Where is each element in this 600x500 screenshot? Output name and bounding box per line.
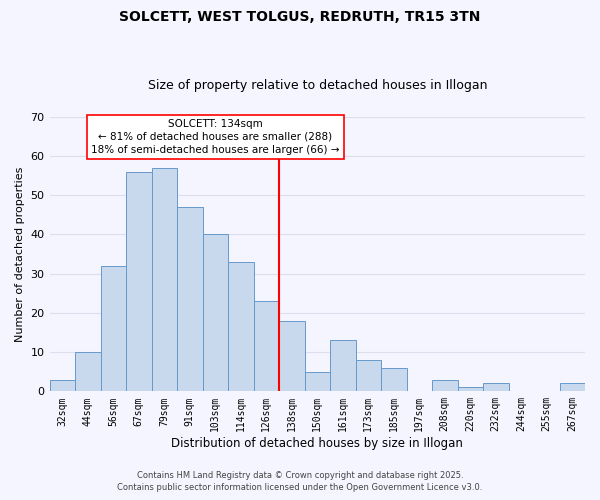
Bar — [75, 352, 101, 392]
Title: Size of property relative to detached houses in Illogan: Size of property relative to detached ho… — [148, 79, 487, 92]
Y-axis label: Number of detached properties: Number of detached properties — [15, 166, 25, 342]
Bar — [330, 340, 356, 392]
Bar — [50, 380, 75, 392]
Bar — [483, 384, 509, 392]
Bar — [279, 320, 305, 392]
X-axis label: Distribution of detached houses by size in Illogan: Distribution of detached houses by size … — [172, 437, 463, 450]
Text: SOLCETT: 134sqm
← 81% of detached houses are smaller (288)
18% of semi-detached : SOLCETT: 134sqm ← 81% of detached houses… — [91, 118, 340, 155]
Text: SOLCETT, WEST TOLGUS, REDRUTH, TR15 3TN: SOLCETT, WEST TOLGUS, REDRUTH, TR15 3TN — [119, 10, 481, 24]
Bar — [126, 172, 152, 392]
Bar — [177, 207, 203, 392]
Bar — [560, 384, 585, 392]
Bar — [305, 372, 330, 392]
Bar — [458, 388, 483, 392]
Bar — [203, 234, 228, 392]
Text: Contains HM Land Registry data © Crown copyright and database right 2025.
Contai: Contains HM Land Registry data © Crown c… — [118, 471, 482, 492]
Bar — [101, 266, 126, 392]
Bar — [381, 368, 407, 392]
Bar — [432, 380, 458, 392]
Bar — [254, 301, 279, 392]
Bar — [228, 262, 254, 392]
Bar — [356, 360, 381, 392]
Bar — [152, 168, 177, 392]
